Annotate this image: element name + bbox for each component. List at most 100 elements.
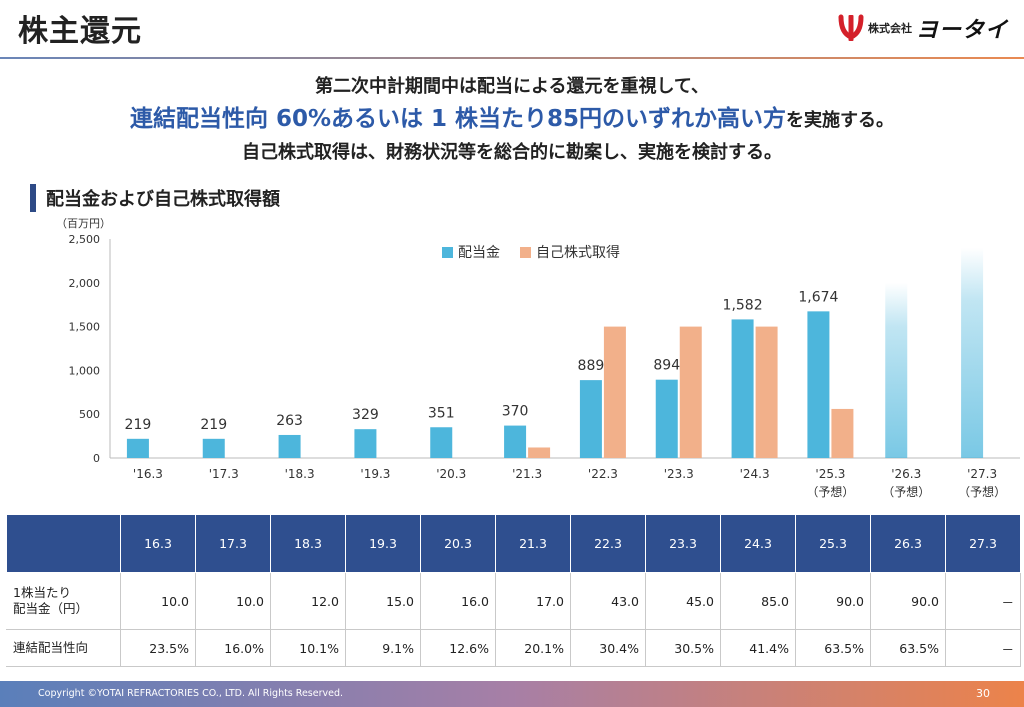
title-rule — [0, 57, 1024, 59]
y-axis-unit-label: （百万円） — [56, 217, 111, 230]
x-tick-label: '26.3 — [891, 467, 921, 481]
y-tick-label: 500 — [79, 408, 100, 421]
dividend-table: 16.3 17.3 18.3 19.3 20.3 21.3 22.3 23.3 … — [6, 514, 1021, 667]
page-title: 株主還元 — [18, 14, 142, 49]
bar-buyback — [755, 326, 778, 458]
logo-text: ヨータイ — [915, 18, 1008, 43]
table-cell: 90.0 — [795, 572, 871, 630]
bar-buyback — [679, 326, 702, 458]
x-tick-label: '27.3 — [967, 467, 997, 481]
bar-dividend — [655, 379, 678, 458]
bar-dividend — [278, 434, 301, 458]
x-tick-sublabel: （予想） — [958, 484, 1006, 499]
copyright-text: Copyright ©YOTAI REFRACTORIES CO., LTD. … — [38, 688, 344, 699]
x-tick-label: '22.3 — [588, 467, 618, 481]
legend-swatch-dividend — [442, 247, 453, 258]
logo-small-text: 株式会社 — [867, 22, 912, 35]
bar-buyback — [831, 408, 854, 458]
bar-buyback — [603, 326, 626, 458]
x-tick-label: '20.3 — [436, 467, 466, 481]
bar-dividend — [961, 247, 984, 458]
page-number: 30 — [976, 687, 990, 700]
y-tick-label: 1,000 — [69, 364, 101, 377]
table-cell: 43.0 — [570, 572, 646, 630]
data-label-dividend: 329 — [352, 407, 379, 423]
table-cell: 20.1% — [495, 629, 571, 667]
table-cell: 15.0 — [345, 572, 421, 630]
row-label-line: 配当金（円） — [13, 601, 89, 616]
table-row-payout-ratio: 連結配当性向 23.5% 16.0% 10.1% 9.1% 12.6% 20.1… — [6, 629, 1021, 667]
table-row-dividend-per-share: 1株当たり 配当金（円） 10.0 10.0 12.0 15.0 16.0 17… — [6, 572, 1021, 630]
table-cell: － — [945, 629, 1021, 667]
x-tick-label: '17.3 — [209, 467, 239, 481]
data-label-dividend: 894 — [653, 358, 680, 374]
table-cell: 63.5% — [795, 629, 871, 667]
x-tick-label: '21.3 — [512, 467, 542, 481]
x-tick-label: '16.3 — [133, 467, 163, 481]
table-header-cell: 23.3 — [645, 514, 721, 573]
y-tick-label: 1,500 — [69, 321, 101, 334]
y-tick-label: 2,000 — [69, 277, 101, 290]
table-cell: 23.5% — [120, 629, 196, 667]
x-tick-label: '24.3 — [740, 467, 770, 481]
x-tick-label: '18.3 — [285, 467, 315, 481]
table-cell: 10.0 — [120, 572, 196, 630]
dividend-buyback-chart: （百万円） 0 500 1,000 1,500 2,000 2,500 219 219 263… — [56, 217, 1020, 499]
table-header-cell: 18.3 — [270, 514, 346, 573]
table-header-cell: 24.3 — [720, 514, 796, 573]
bar-dividend — [126, 438, 149, 458]
table-header-cell: 20.3 — [420, 514, 496, 573]
data-label-dividend: 351 — [428, 405, 455, 421]
bar-dividend — [202, 438, 225, 458]
table-header-cell: 21.3 — [495, 514, 571, 573]
bar-buyback — [528, 447, 551, 458]
lead-line-3: 自己株式取得は、財務状況等を総合的に勘案し、実施を検討する。 — [242, 142, 782, 163]
table-cell: 10.1% — [270, 629, 346, 667]
table-cell: 85.0 — [720, 572, 796, 630]
row-label-payout-ratio: 連結配当性向 — [6, 629, 121, 667]
legend-label-buyback: 自己株式取得 — [536, 244, 620, 261]
table-header-row: 16.3 17.3 18.3 19.3 20.3 21.3 22.3 23.3 … — [6, 514, 1021, 573]
yotai-logo-icon — [838, 14, 864, 41]
bar-dividend — [807, 311, 830, 458]
bar-dividend — [885, 282, 908, 458]
row-label-line: 1株当たり — [13, 585, 71, 600]
lead-tail: を実施する。 — [786, 110, 895, 131]
table-cell: 30.5% — [645, 629, 721, 667]
data-label-dividend: 1,674 — [798, 289, 838, 305]
table-header-cell: 19.3 — [345, 514, 421, 573]
lead-highlight: 連結配当性向 60%あるいは 1 株当たり85円のいずれか高い方 — [129, 106, 787, 132]
table-header-cell: 17.3 — [195, 514, 271, 573]
footer-bar: Copyright ©YOTAI REFRACTORIES CO., LTD. … — [0, 681, 1024, 707]
table-cell: 30.4% — [570, 629, 646, 667]
legend-label-dividend: 配当金 — [458, 245, 500, 261]
bar-dividend — [354, 429, 377, 458]
table-cell: 16.0 — [420, 572, 496, 630]
table-corner-cell — [6, 514, 121, 573]
table-cell: 17.0 — [495, 572, 571, 630]
table-cell: 12.6% — [420, 629, 496, 667]
x-tick-sublabel: （予想） — [806, 484, 854, 499]
table-cell: 9.1% — [345, 629, 421, 667]
table-cell: 90.0 — [870, 572, 946, 630]
company-logo: 株式会社 ヨータイ — [838, 12, 1008, 44]
table-cell: 63.5% — [870, 629, 946, 667]
data-label-dividend: 263 — [276, 413, 303, 429]
table-cell: 12.0 — [270, 572, 346, 630]
lead-line-2: 連結配当性向 60%あるいは 1 株当たり85円のいずれか高い方を実施する。 — [0, 99, 1024, 133]
bar-dividend — [430, 427, 453, 458]
table-header-cell: 26.3 — [870, 514, 946, 573]
x-tick-label: '19.3 — [360, 467, 390, 481]
table-cell: 41.4% — [720, 629, 796, 667]
y-tick-label: 2,500 — [69, 233, 101, 246]
table-header-cell: 22.3 — [570, 514, 646, 573]
bar-dividend — [731, 319, 754, 458]
row-label-dividend-per-share: 1株当たり 配当金（円） — [6, 572, 121, 630]
bar-dividend — [579, 380, 602, 458]
data-label-dividend: 219 — [125, 417, 152, 433]
table-cell: － — [945, 572, 1021, 630]
data-label-dividend: 219 — [200, 417, 227, 433]
table-header-cell: 27.3 — [945, 514, 1021, 573]
table-header-cell: 16.3 — [120, 514, 196, 573]
table-cell: 10.0 — [195, 572, 271, 630]
